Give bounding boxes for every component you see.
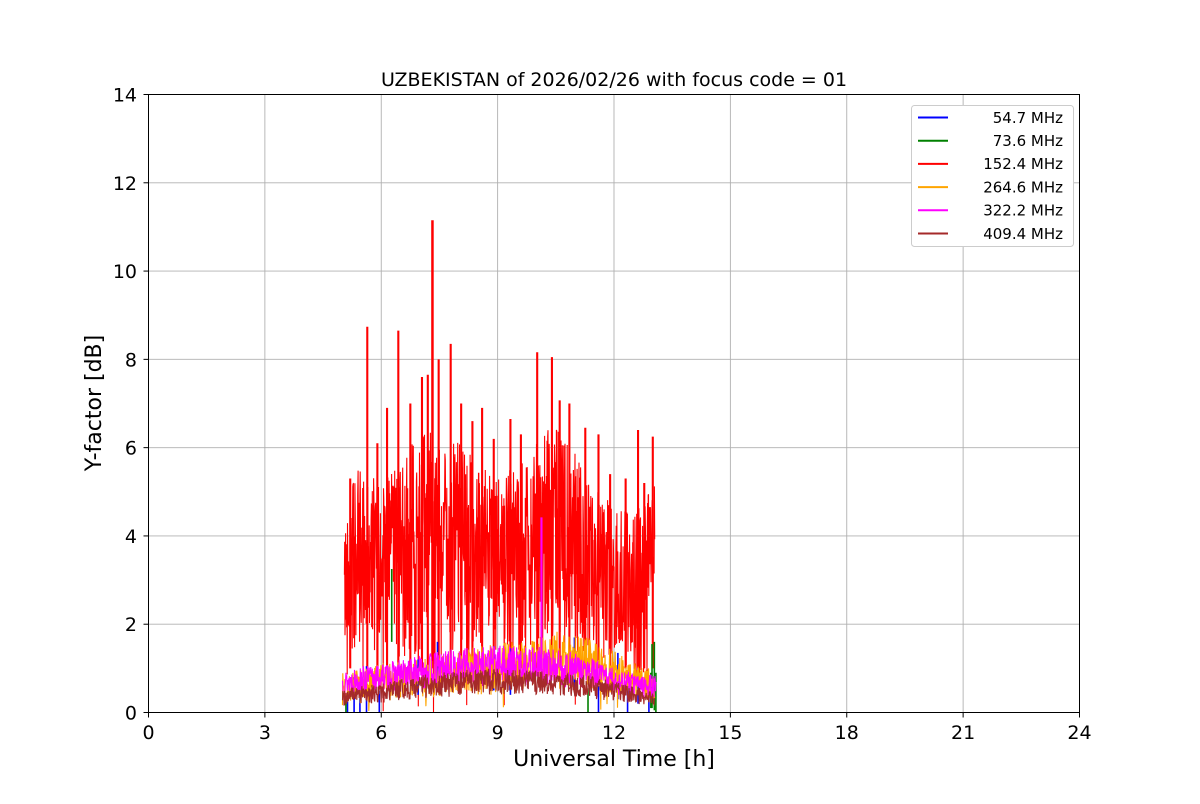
y-tick-label: 14 [113, 85, 137, 107]
x-tick-label: 6 [375, 722, 387, 744]
legend-entry: 264.6 MHz [918, 178, 1063, 196]
x-tick-label: 0 [142, 722, 154, 744]
y-tick-label: 6 [125, 438, 137, 460]
legend-box [911, 105, 1074, 247]
legend: 54.7 MHz 73.6 MHz 152.4 MHz 264.6 MHz 322.2 … [911, 105, 1074, 247]
x-tick-label: 12 [602, 722, 626, 744]
legend-entry: 54.7 MHz [918, 109, 1063, 127]
legend-label: 54.7 MHz [993, 109, 1063, 127]
series-409-4-MHz [341, 668, 655, 706]
legend-label: 409.4 MHz [983, 225, 1063, 243]
y-tick-label: 2 [125, 614, 137, 636]
y-axis-label: Y-factor [dB] [82, 335, 107, 472]
y-tick-label: 0 [125, 703, 137, 725]
series-152-4-MHz [343, 220, 656, 713]
series-noise-path [341, 668, 655, 706]
x-tick-label: 15 [718, 722, 742, 744]
axis-ticks [143, 94, 1080, 718]
y-tick-label: 10 [113, 261, 137, 283]
legend-entry: 409.4 MHz [918, 225, 1063, 243]
x-tick-label: 18 [835, 722, 859, 744]
legend-label: 322.2 MHz [983, 202, 1063, 220]
legend-entry: 152.4 MHz [918, 155, 1063, 173]
legend-label: 152.4 MHz [983, 155, 1063, 173]
x-tick-label: 24 [1067, 722, 1091, 744]
y-tick-label: 12 [113, 173, 137, 195]
y-tick-label: 8 [125, 349, 137, 371]
legend-label: 73.6 MHz [993, 132, 1063, 150]
y-tick-label: 4 [125, 526, 137, 548]
series-noise-path [343, 429, 656, 713]
x-axis-label: Universal Time [h] [513, 747, 715, 772]
data-series-layer [341, 220, 657, 713]
chart-title: UZBEKISTAN of 2026/02/26 with focus code… [381, 69, 847, 91]
legend-entry: 322.2 MHz [918, 202, 1063, 220]
x-tick-label: 3 [259, 722, 271, 744]
legend-label: 264.6 MHz [983, 178, 1063, 196]
x-tick-label: 9 [492, 722, 504, 744]
legend-entry: 73.6 MHz [918, 132, 1063, 150]
x-tick-label: 21 [951, 722, 975, 744]
